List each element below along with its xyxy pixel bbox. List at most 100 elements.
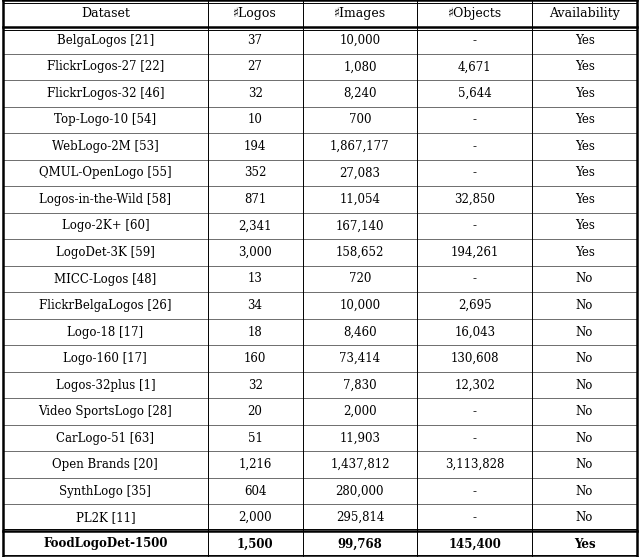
Text: 8,240: 8,240 <box>343 87 377 100</box>
Text: MICC-Logos [48]: MICC-Logos [48] <box>54 272 156 286</box>
Text: ♯Images: ♯Images <box>334 7 386 20</box>
Text: 295,814: 295,814 <box>336 511 384 524</box>
Text: LogoDet-3K [59]: LogoDet-3K [59] <box>56 246 155 259</box>
Text: No: No <box>576 458 593 471</box>
Text: Yes: Yes <box>575 193 595 206</box>
Text: 27,083: 27,083 <box>339 167 380 179</box>
Text: 11,054: 11,054 <box>339 193 380 206</box>
Text: 27: 27 <box>248 60 262 74</box>
Text: 2,000: 2,000 <box>238 511 272 524</box>
Text: 3,000: 3,000 <box>238 246 272 259</box>
Text: FlickrLogos-32 [46]: FlickrLogos-32 [46] <box>47 87 164 100</box>
Text: 352: 352 <box>244 167 266 179</box>
Text: -: - <box>473 140 477 153</box>
Text: -: - <box>473 272 477 286</box>
Text: QMUL-OpenLogo [55]: QMUL-OpenLogo [55] <box>39 167 172 179</box>
Text: FoodLogoDet-1500: FoodLogoDet-1500 <box>43 538 168 550</box>
Text: Yes: Yes <box>575 167 595 179</box>
Text: 37: 37 <box>248 34 262 47</box>
Text: 10,000: 10,000 <box>339 34 381 47</box>
Text: 18: 18 <box>248 325 262 339</box>
Text: 2,341: 2,341 <box>238 219 272 232</box>
Text: 34: 34 <box>248 299 262 312</box>
Text: 99,768: 99,768 <box>337 538 382 550</box>
Text: 10,000: 10,000 <box>339 299 381 312</box>
Text: 13: 13 <box>248 272 262 286</box>
Text: Availability: Availability <box>549 7 620 20</box>
Text: 280,000: 280,000 <box>336 485 384 498</box>
Text: No: No <box>576 272 593 286</box>
Text: 1,216: 1,216 <box>239 458 272 471</box>
Text: -: - <box>473 34 477 47</box>
Text: 700: 700 <box>349 113 371 126</box>
Text: -: - <box>473 432 477 444</box>
Text: Yes: Yes <box>575 246 595 259</box>
Text: Logo-18 [17]: Logo-18 [17] <box>67 325 143 339</box>
Text: Logo-160 [17]: Logo-160 [17] <box>63 352 147 365</box>
Text: CarLogo-51 [63]: CarLogo-51 [63] <box>56 432 154 444</box>
Text: BelgaLogos [21]: BelgaLogos [21] <box>57 34 154 47</box>
Text: Dataset: Dataset <box>81 7 130 20</box>
Text: 720: 720 <box>349 272 371 286</box>
Text: -: - <box>473 405 477 418</box>
Text: Yes: Yes <box>574 538 595 550</box>
Text: 4,671: 4,671 <box>458 60 492 74</box>
Text: 160: 160 <box>244 352 266 365</box>
Text: 194: 194 <box>244 140 266 153</box>
Text: 11,903: 11,903 <box>339 432 380 444</box>
Text: 604: 604 <box>244 485 266 498</box>
Text: PL2K [11]: PL2K [11] <box>76 511 135 524</box>
Text: -: - <box>473 219 477 232</box>
Text: ♯Logos: ♯Logos <box>233 7 277 20</box>
Text: No: No <box>576 299 593 312</box>
Text: No: No <box>576 352 593 365</box>
Text: 51: 51 <box>248 432 262 444</box>
Text: Top-Logo-10 [54]: Top-Logo-10 [54] <box>54 113 156 126</box>
Text: -: - <box>473 485 477 498</box>
Text: Yes: Yes <box>575 219 595 232</box>
Text: Yes: Yes <box>575 140 595 153</box>
Text: FlickrBelgaLogos [26]: FlickrBelgaLogos [26] <box>39 299 172 312</box>
Text: 130,608: 130,608 <box>451 352 499 365</box>
Text: 167,140: 167,140 <box>336 219 384 232</box>
Text: -: - <box>473 113 477 126</box>
Text: 20: 20 <box>248 405 262 418</box>
Text: ♯Objects: ♯Objects <box>448 7 502 20</box>
Text: 8,460: 8,460 <box>343 325 377 339</box>
Text: Video SportsLogo [28]: Video SportsLogo [28] <box>38 405 172 418</box>
Text: Logos-in-the-Wild [58]: Logos-in-the-Wild [58] <box>39 193 172 206</box>
Text: 12,302: 12,302 <box>454 379 495 392</box>
Text: Yes: Yes <box>575 113 595 126</box>
Text: 3,113,828: 3,113,828 <box>445 458 504 471</box>
Text: Yes: Yes <box>575 87 595 100</box>
Text: Logos-32plus [1]: Logos-32plus [1] <box>56 379 155 392</box>
Text: 145,400: 145,400 <box>448 538 501 550</box>
Text: No: No <box>576 432 593 444</box>
Text: No: No <box>576 511 593 524</box>
Text: FlickrLogos-27 [22]: FlickrLogos-27 [22] <box>47 60 164 74</box>
Text: -: - <box>473 167 477 179</box>
Text: SynthLogo [35]: SynthLogo [35] <box>60 485 151 498</box>
Text: 2,000: 2,000 <box>343 405 377 418</box>
Text: -: - <box>473 511 477 524</box>
Text: Open Brands [20]: Open Brands [20] <box>52 458 158 471</box>
Text: 7,830: 7,830 <box>343 379 377 392</box>
Text: 32: 32 <box>248 87 262 100</box>
Text: 16,043: 16,043 <box>454 325 495 339</box>
Text: No: No <box>576 325 593 339</box>
Text: No: No <box>576 405 593 418</box>
Text: 73,414: 73,414 <box>339 352 381 365</box>
Text: No: No <box>576 485 593 498</box>
Text: 32: 32 <box>248 379 262 392</box>
Text: 871: 871 <box>244 193 266 206</box>
Text: 1,080: 1,080 <box>343 60 377 74</box>
Text: Yes: Yes <box>575 60 595 74</box>
Text: 2,695: 2,695 <box>458 299 492 312</box>
Text: 10: 10 <box>248 113 262 126</box>
Text: Yes: Yes <box>575 34 595 47</box>
Text: 194,261: 194,261 <box>451 246 499 259</box>
Text: 1,867,177: 1,867,177 <box>330 140 390 153</box>
Text: 1,437,812: 1,437,812 <box>330 458 390 471</box>
Text: No: No <box>576 379 593 392</box>
Text: WebLogo-2M [53]: WebLogo-2M [53] <box>52 140 159 153</box>
